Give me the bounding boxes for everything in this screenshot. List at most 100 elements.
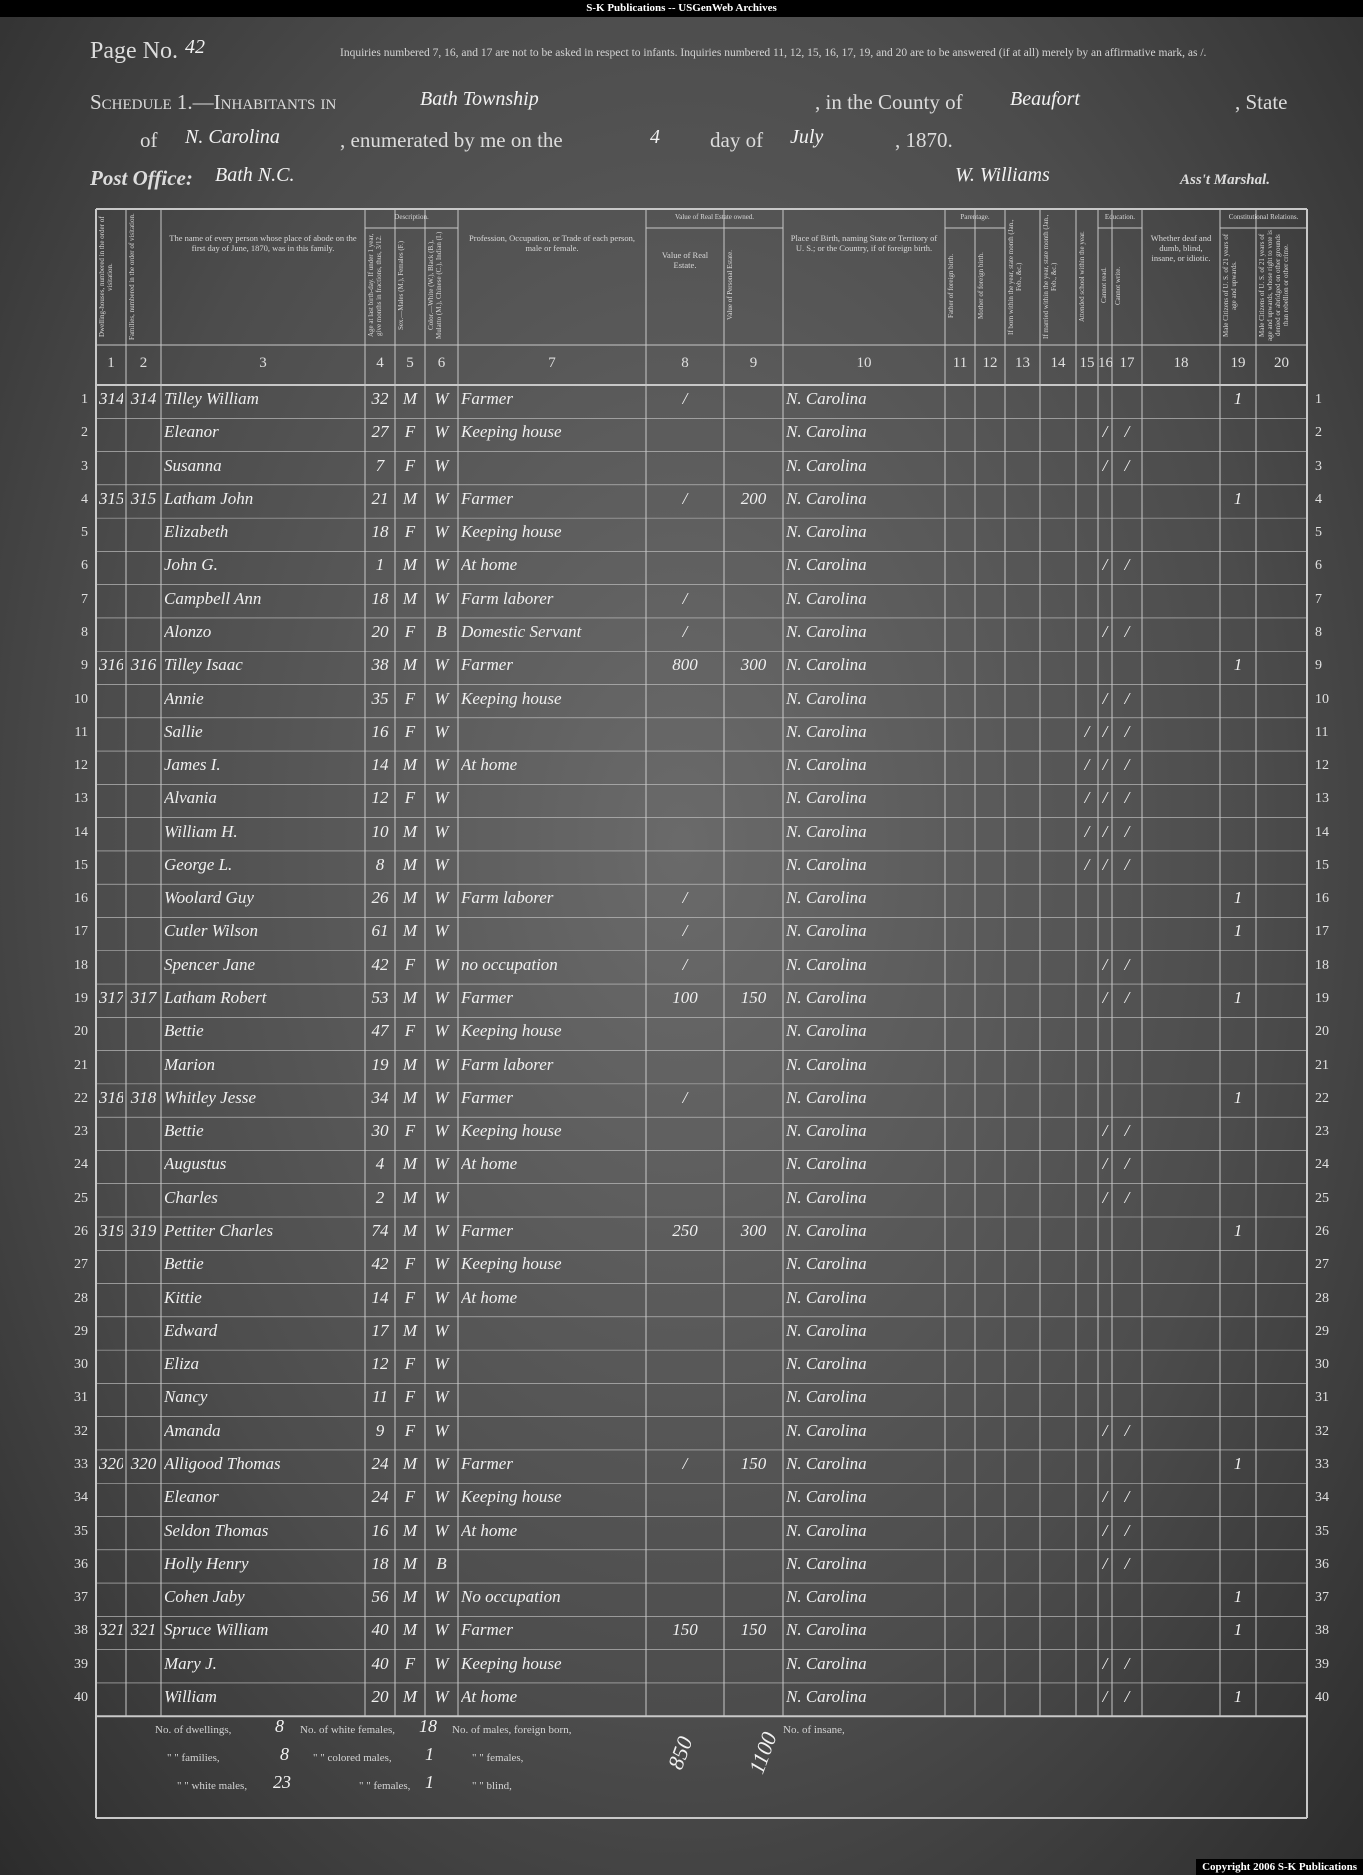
line-number: 11 [1315,724,1329,740]
cell: / [1124,755,1130,775]
line-number: 3 [81,458,88,474]
cell: F [404,1487,416,1507]
cell: 21 [371,488,389,508]
cell: / [1124,688,1130,708]
cell: 150 [672,1620,698,1640]
column-number: 10 [856,355,872,371]
line-number: 12 [74,758,88,774]
line-number: 18 [74,957,88,973]
line-number: 17 [74,924,88,940]
column-heading: The name of every person whose place of … [169,233,357,253]
cell: W [434,1387,449,1407]
line-number: 38 [1315,1623,1329,1639]
cell: N. Carolina [786,1154,867,1174]
cell: 800 [672,655,698,675]
cell: At home [461,1287,518,1307]
group-heading: Value of Real Estate owned. [674,213,755,221]
cell: At home [461,1154,518,1174]
line-number: 21 [1315,1057,1329,1073]
cell: M [402,854,418,874]
cell: 150 [740,1620,767,1640]
cell: W [434,1287,449,1307]
column-heading: Attended school within the year. [1078,231,1086,323]
summary-label: " " blind, [472,1780,512,1792]
cell: N. Carolina [786,455,867,475]
cell: Alligood Thomas [164,1453,281,1473]
cell: / [1124,1520,1130,1540]
group-heading: Education. [1104,213,1136,221]
cell: Keeping house [461,688,562,708]
cell: W [434,1653,449,1673]
line-number: 12 [1315,758,1329,774]
summary-label: " " families, [167,1752,220,1764]
cell: N. Carolina [786,1254,867,1274]
cell: Holly Henry [164,1553,249,1573]
cell: Eliza [164,1354,199,1374]
cell: / [1102,688,1108,708]
line-number: 16 [74,891,88,907]
cell: At home [461,1686,518,1706]
cell: Marion [164,1054,215,1074]
column-number: 3 [259,355,267,371]
cell: Domestic Servant [461,621,582,641]
cell: F [404,1121,416,1141]
cell: W [434,1587,449,1607]
cell: 318 [99,1087,123,1107]
cell: N. Carolina [786,688,867,708]
cell: N. Carolina [786,655,867,675]
cell: Campbell Ann [164,588,262,608]
line-number: 36 [74,1556,88,1572]
cell: W [434,1453,449,1473]
line-number: 40 [1315,1689,1329,1705]
cell: W [434,588,449,608]
column-heading: Dwelling-houses, numbered in the order o… [98,216,114,338]
cell: / [1124,1553,1130,1573]
column-heading: Profession, Occupation, or Trade of each… [469,233,635,253]
cell: 18 [371,1553,389,1573]
cell: / [1124,721,1130,741]
cell: / [1102,1121,1108,1141]
cell: / [1102,422,1108,442]
cell: 24 [371,1487,389,1507]
column-number: 7 [548,355,556,371]
cell: Cutler Wilson [164,921,258,941]
summary-value: 18 [419,1716,437,1736]
cell: Alvania [164,788,217,808]
cell: 1 [1233,1453,1243,1473]
cell: / [1102,788,1108,808]
cell: Augustus [164,1154,227,1174]
cell: N. Carolina [786,1087,867,1107]
cell: W [434,1254,449,1274]
cell: W [434,988,449,1008]
line-number: 3 [1315,458,1322,474]
cell: Keeping house [461,1254,562,1274]
cell: M [402,1187,418,1207]
cell: Latham Robert [164,988,267,1008]
cell: N. Carolina [786,1686,867,1706]
line-number: 4 [81,491,88,507]
cell: Keeping house [461,422,562,442]
cell: / [1102,854,1108,874]
cell: 12 [371,788,389,808]
cell: 319 [99,1221,123,1240]
marshal-label: Ass't Marshal. [1180,172,1271,188]
county-label: , in the County of [815,90,963,114]
cell: F [404,422,416,442]
line-number: 13 [74,791,88,807]
line-number: 13 [1315,791,1329,807]
column-heading: Age at last birth-day. If under 1 year, … [367,233,383,338]
summary-label: No. of white females, [300,1724,395,1736]
column-heading: Sex.—Males (M.), Females (F.) [397,240,405,331]
cell: N. Carolina [786,1221,867,1240]
cell: N. Carolina [786,954,867,974]
line-number: 18 [1315,957,1329,973]
cell: W [434,1320,449,1340]
cell: / [1102,988,1108,1008]
cell: W [434,1221,449,1240]
line-number: 26 [74,1224,88,1239]
cell: N. Carolina [786,1420,867,1440]
cell: / [1102,1653,1108,1673]
line-number: 29 [1315,1323,1329,1339]
cell: M [402,1154,418,1174]
summary-value: 8 [275,1716,284,1736]
